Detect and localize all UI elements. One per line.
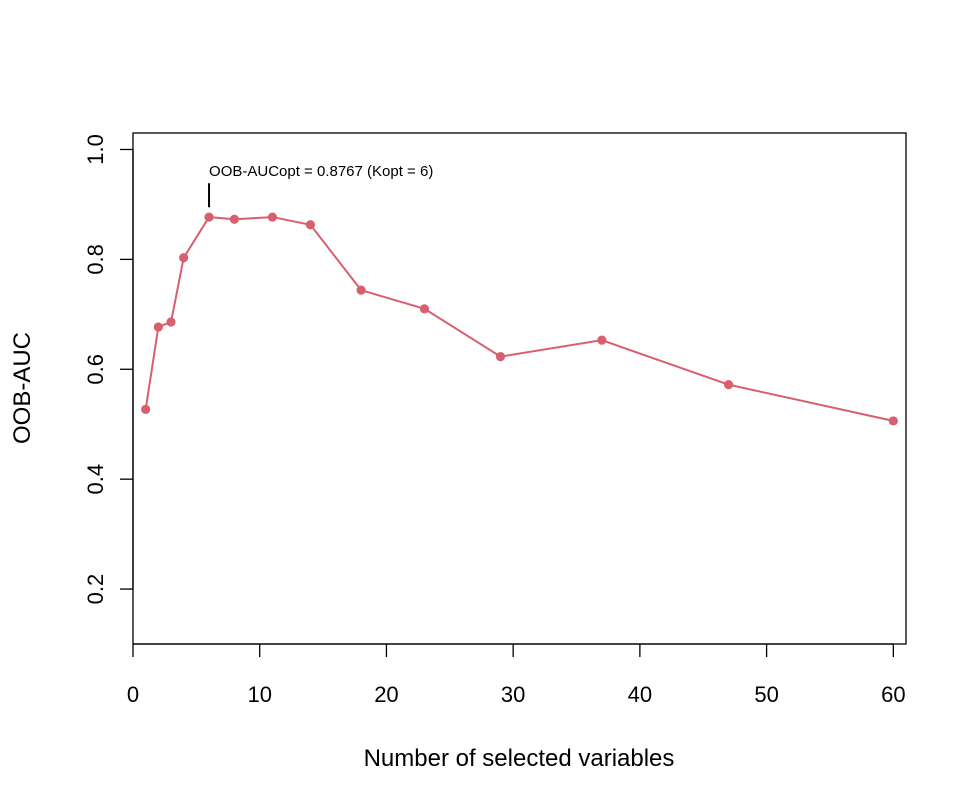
data-point	[204, 212, 214, 222]
x-tick-label: 10	[247, 682, 271, 707]
data-point	[305, 220, 316, 230]
data-point	[888, 416, 898, 426]
y-tick-label: 0.6	[83, 354, 108, 385]
data-point	[141, 404, 151, 414]
x-tick-label: 50	[754, 682, 778, 707]
y-axis-title: OOB-AUC	[9, 332, 36, 444]
data-point	[153, 322, 163, 332]
data-point	[419, 304, 430, 314]
x-tick-label: 20	[374, 682, 398, 707]
data-point	[267, 212, 277, 222]
plot-frame	[132, 132, 907, 645]
y-tick-label: 1.0	[83, 134, 108, 165]
annotation-layer: OOB-AUCopt = 0.8767 (Kopt = 6)	[208, 163, 433, 208]
data-point	[495, 352, 506, 362]
x-axis: 0 10 20 30 40 50 60	[127, 643, 906, 707]
x-tick-label: 0	[127, 682, 139, 707]
y-tick-label: 0.4	[83, 464, 108, 495]
y-tick-label: 0.8	[83, 244, 108, 275]
x-axis-title: Number of selected variables	[364, 745, 675, 772]
series-line	[144, 216, 894, 422]
data-point	[179, 253, 189, 263]
data-point	[356, 285, 366, 295]
data-point	[229, 214, 239, 224]
annotation-label: OOB-AUCopt = 0.8767 (Kopt = 6)	[209, 163, 433, 180]
x-tick-label: 40	[628, 682, 652, 707]
data-point	[723, 380, 734, 390]
series-layer	[141, 212, 898, 426]
x-tick-label: 60	[881, 682, 905, 707]
data-point	[597, 335, 607, 345]
y-axis: 0.2 0.4 0.6 0.8 1.0	[83, 134, 134, 605]
y-tick-label: 0.2	[83, 574, 108, 605]
x-tick-label: 30	[501, 682, 525, 707]
data-point	[166, 317, 176, 327]
